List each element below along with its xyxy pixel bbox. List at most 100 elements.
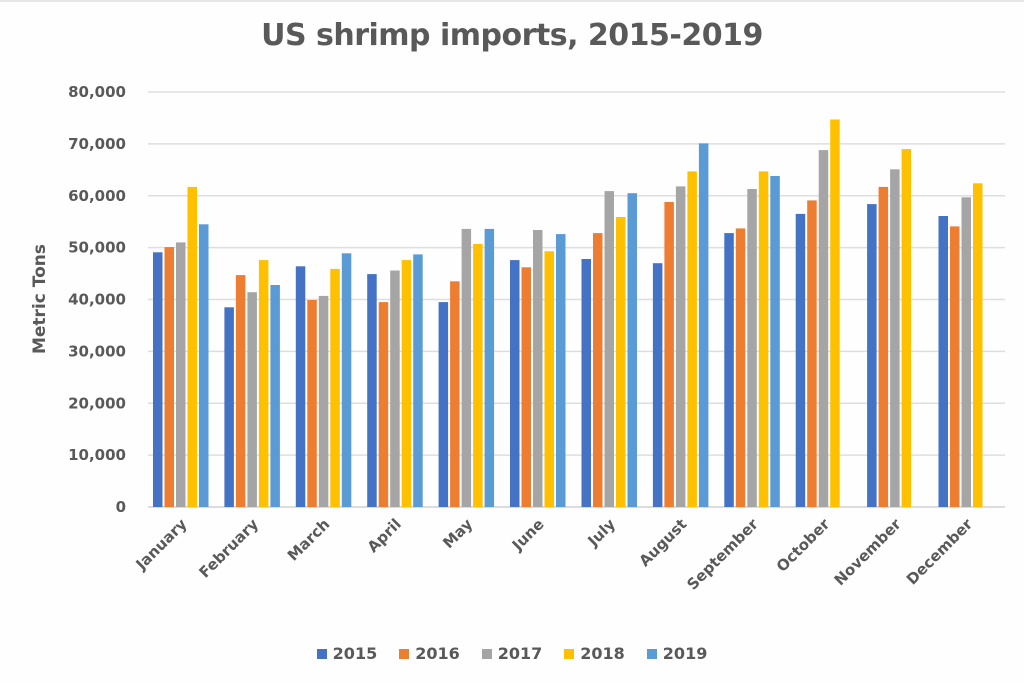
bar-october-2017 [818, 150, 829, 507]
x-tick-label: April [364, 515, 405, 556]
bar-july-2018 [616, 217, 626, 507]
bar-october-2016 [807, 200, 817, 507]
legend-swatch [316, 648, 327, 659]
bar-april-2019 [413, 254, 423, 507]
bar-may-2019 [484, 228, 495, 507]
bar-january-2018 [187, 186, 197, 507]
x-tick-label: March [284, 515, 334, 565]
legend: 2015 2016 2017 2018 2019 [0, 644, 1024, 663]
bar-november-2015 [867, 204, 877, 507]
bar-may-2018 [473, 244, 483, 507]
x-tick-label: February [196, 515, 263, 582]
bar-august-2019 [698, 143, 709, 507]
legend-label: 2016 [415, 644, 460, 663]
legend-swatch [646, 648, 657, 659]
bar-june-2017 [533, 230, 543, 507]
bar-february-2019 [270, 285, 280, 507]
bar-december-2016 [950, 226, 960, 507]
bar-september-2019 [770, 176, 780, 507]
x-tick-label: July [584, 515, 620, 551]
bar-june-2016 [521, 267, 531, 507]
x-tick-label: May [439, 515, 476, 552]
bar-november-2017 [890, 169, 900, 508]
legend-item-2016: 2016 [399, 644, 460, 663]
x-tick-label: November [831, 515, 905, 589]
bar-january-2019 [199, 224, 209, 508]
bar-may-2017 [461, 228, 472, 507]
legend-item-2018: 2018 [564, 644, 625, 663]
y-tick-label: 80,000 [68, 83, 126, 101]
legend-item-2017: 2017 [481, 644, 543, 663]
legend-swatch [399, 648, 410, 659]
bar-august-2016 [664, 202, 674, 507]
legend-item-2019: 2019 [646, 644, 708, 663]
legend-label: 2017 [497, 644, 543, 663]
bar-june-2015 [510, 260, 520, 507]
legend-label: 2019 [662, 644, 708, 663]
x-tick-label: September [683, 515, 762, 594]
bar-march-2015 [295, 266, 306, 507]
chart-title: US shrimp imports, 2015-2019 [261, 18, 763, 53]
bar-april-2017 [390, 270, 400, 507]
bar-february-2015 [224, 307, 234, 507]
y-tick-label: 70,000 [68, 135, 126, 153]
x-tick-label: June [508, 515, 548, 555]
bar-december-2017 [961, 197, 971, 508]
y-axis-ticks: 0 10,000 20,000 30,000 40,000 50,000 60,000 70,… [68, 83, 126, 516]
y-tick-label: 20,000 [68, 394, 126, 412]
bar-may-2015 [438, 302, 449, 507]
y-tick-label: 60,000 [68, 187, 126, 205]
bar-december-2018 [973, 183, 983, 508]
bar-february-2016 [235, 275, 246, 507]
y-tick-label: 50,000 [68, 239, 126, 257]
bar-february-2018 [258, 260, 269, 507]
legend-swatch [481, 648, 492, 659]
bar-may-2016 [450, 281, 460, 507]
bar-january-2016 [164, 247, 174, 507]
bar-august-2018 [687, 171, 697, 507]
bar-april-2018 [401, 260, 412, 507]
bar-january-2017 [176, 242, 186, 507]
bar-july-2019 [627, 193, 637, 507]
bar-september-2018 [758, 171, 769, 507]
bar-november-2016 [878, 186, 889, 507]
x-tick-label: January [132, 515, 191, 574]
y-tick-label: 30,000 [68, 342, 126, 360]
x-tick-label: December [903, 515, 977, 589]
bar-august-2015 [652, 263, 663, 507]
bar-march-2019 [341, 253, 352, 507]
legend-label: 2015 [332, 644, 378, 663]
bar-july-2016 [593, 233, 603, 507]
y-tick-label: 10,000 [68, 446, 126, 464]
gridlines [148, 91, 1005, 508]
bar-october-2015 [795, 213, 806, 507]
bar-february-2017 [247, 292, 257, 507]
bar-september-2016 [735, 228, 746, 507]
bar-march-2017 [318, 295, 329, 507]
bar-april-2016 [378, 302, 389, 507]
y-tick-label: 40,000 [68, 291, 126, 309]
bar-september-2017 [747, 189, 757, 507]
y-tick-label: 0 [116, 498, 126, 516]
bar-april-2015 [367, 274, 377, 507]
x-tick-label: August [635, 515, 690, 570]
legend-swatch [564, 648, 575, 659]
bar-june-2019 [556, 234, 566, 507]
bar-july-2017 [604, 191, 614, 507]
bar-july-2015 [581, 259, 591, 507]
bar-march-2018 [330, 268, 340, 507]
bar-january-2015 [153, 252, 163, 507]
bars [153, 119, 983, 508]
bar-october-2018 [830, 119, 840, 507]
bar-august-2017 [675, 186, 686, 507]
legend-item-2015: 2015 [316, 644, 378, 663]
bar-december-2015 [938, 216, 948, 507]
x-tick-label: October [773, 515, 834, 576]
bar-march-2016 [307, 300, 317, 507]
legend-label: 2018 [580, 644, 625, 663]
bar-september-2015 [724, 233, 734, 507]
bar-june-2018 [544, 251, 554, 507]
x-axis-ticks: January February March April May June July Augu… [132, 515, 977, 594]
bar-november-2018 [901, 149, 912, 507]
